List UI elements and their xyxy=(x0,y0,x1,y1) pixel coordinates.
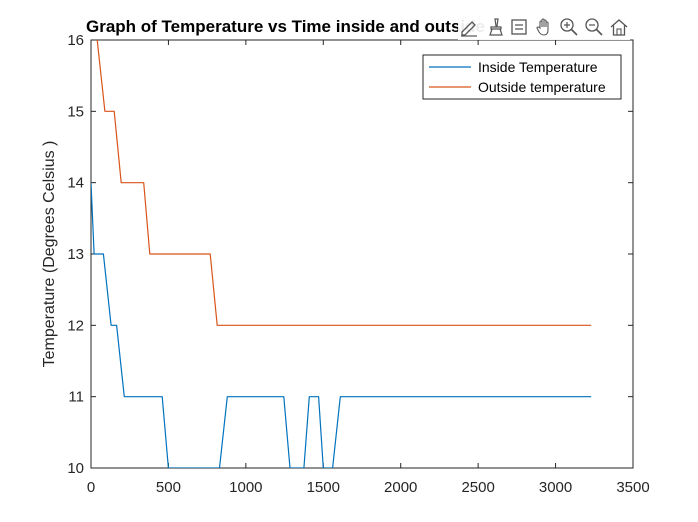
x-axis-ticks: 0 500 1000 1500 2000 2500 3000 3500 xyxy=(87,40,650,496)
y-axis-label: Temperature (Degrees Celsius ) xyxy=(41,141,58,368)
zoom-out-icon[interactable] xyxy=(583,16,605,38)
series-lines xyxy=(91,40,592,468)
y-tick-label: 14 xyxy=(67,175,84,192)
zoom-in-icon[interactable] xyxy=(558,16,580,38)
y-tick-label: 16 xyxy=(67,32,84,49)
legend: Inside Temperature Outside temperature xyxy=(422,54,622,100)
series-line-outside-temperature xyxy=(96,40,592,326)
axes-toolbar xyxy=(458,14,630,40)
legend-entry-label: Inside Temperature xyxy=(478,59,598,75)
home-icon[interactable] xyxy=(608,16,630,38)
edit-plot-icon[interactable] xyxy=(458,16,480,38)
x-tick-label: 0 xyxy=(87,479,95,496)
y-tick-label: 12 xyxy=(67,317,84,334)
x-tick-label: 3500 xyxy=(616,479,649,496)
x-tick-label: 3000 xyxy=(539,479,572,496)
x-tick-label: 2500 xyxy=(461,479,494,496)
data-tip-icon[interactable] xyxy=(508,16,530,38)
y-tick-label: 13 xyxy=(67,246,84,263)
y-tick-label: 10 xyxy=(67,460,84,477)
x-tick-label: 1500 xyxy=(307,479,340,496)
legend-box xyxy=(422,54,622,100)
legend-entry-label: Outside temperature xyxy=(478,79,606,95)
x-tick-label: 500 xyxy=(156,479,181,496)
y-tick-label: 11 xyxy=(68,389,84,406)
y-axis-ticks: 10 11 12 13 14 15 16 xyxy=(67,32,633,477)
y-tick-label: 15 xyxy=(67,103,84,120)
pan-hand-icon[interactable] xyxy=(533,16,555,38)
x-tick-label: 1000 xyxy=(229,479,262,496)
chart-title: Graph of Temperature vs Time inside and … xyxy=(86,17,485,36)
x-tick-label: 2000 xyxy=(384,479,417,496)
brush-icon[interactable] xyxy=(483,16,505,38)
series-line-inside-temperature xyxy=(91,182,592,468)
